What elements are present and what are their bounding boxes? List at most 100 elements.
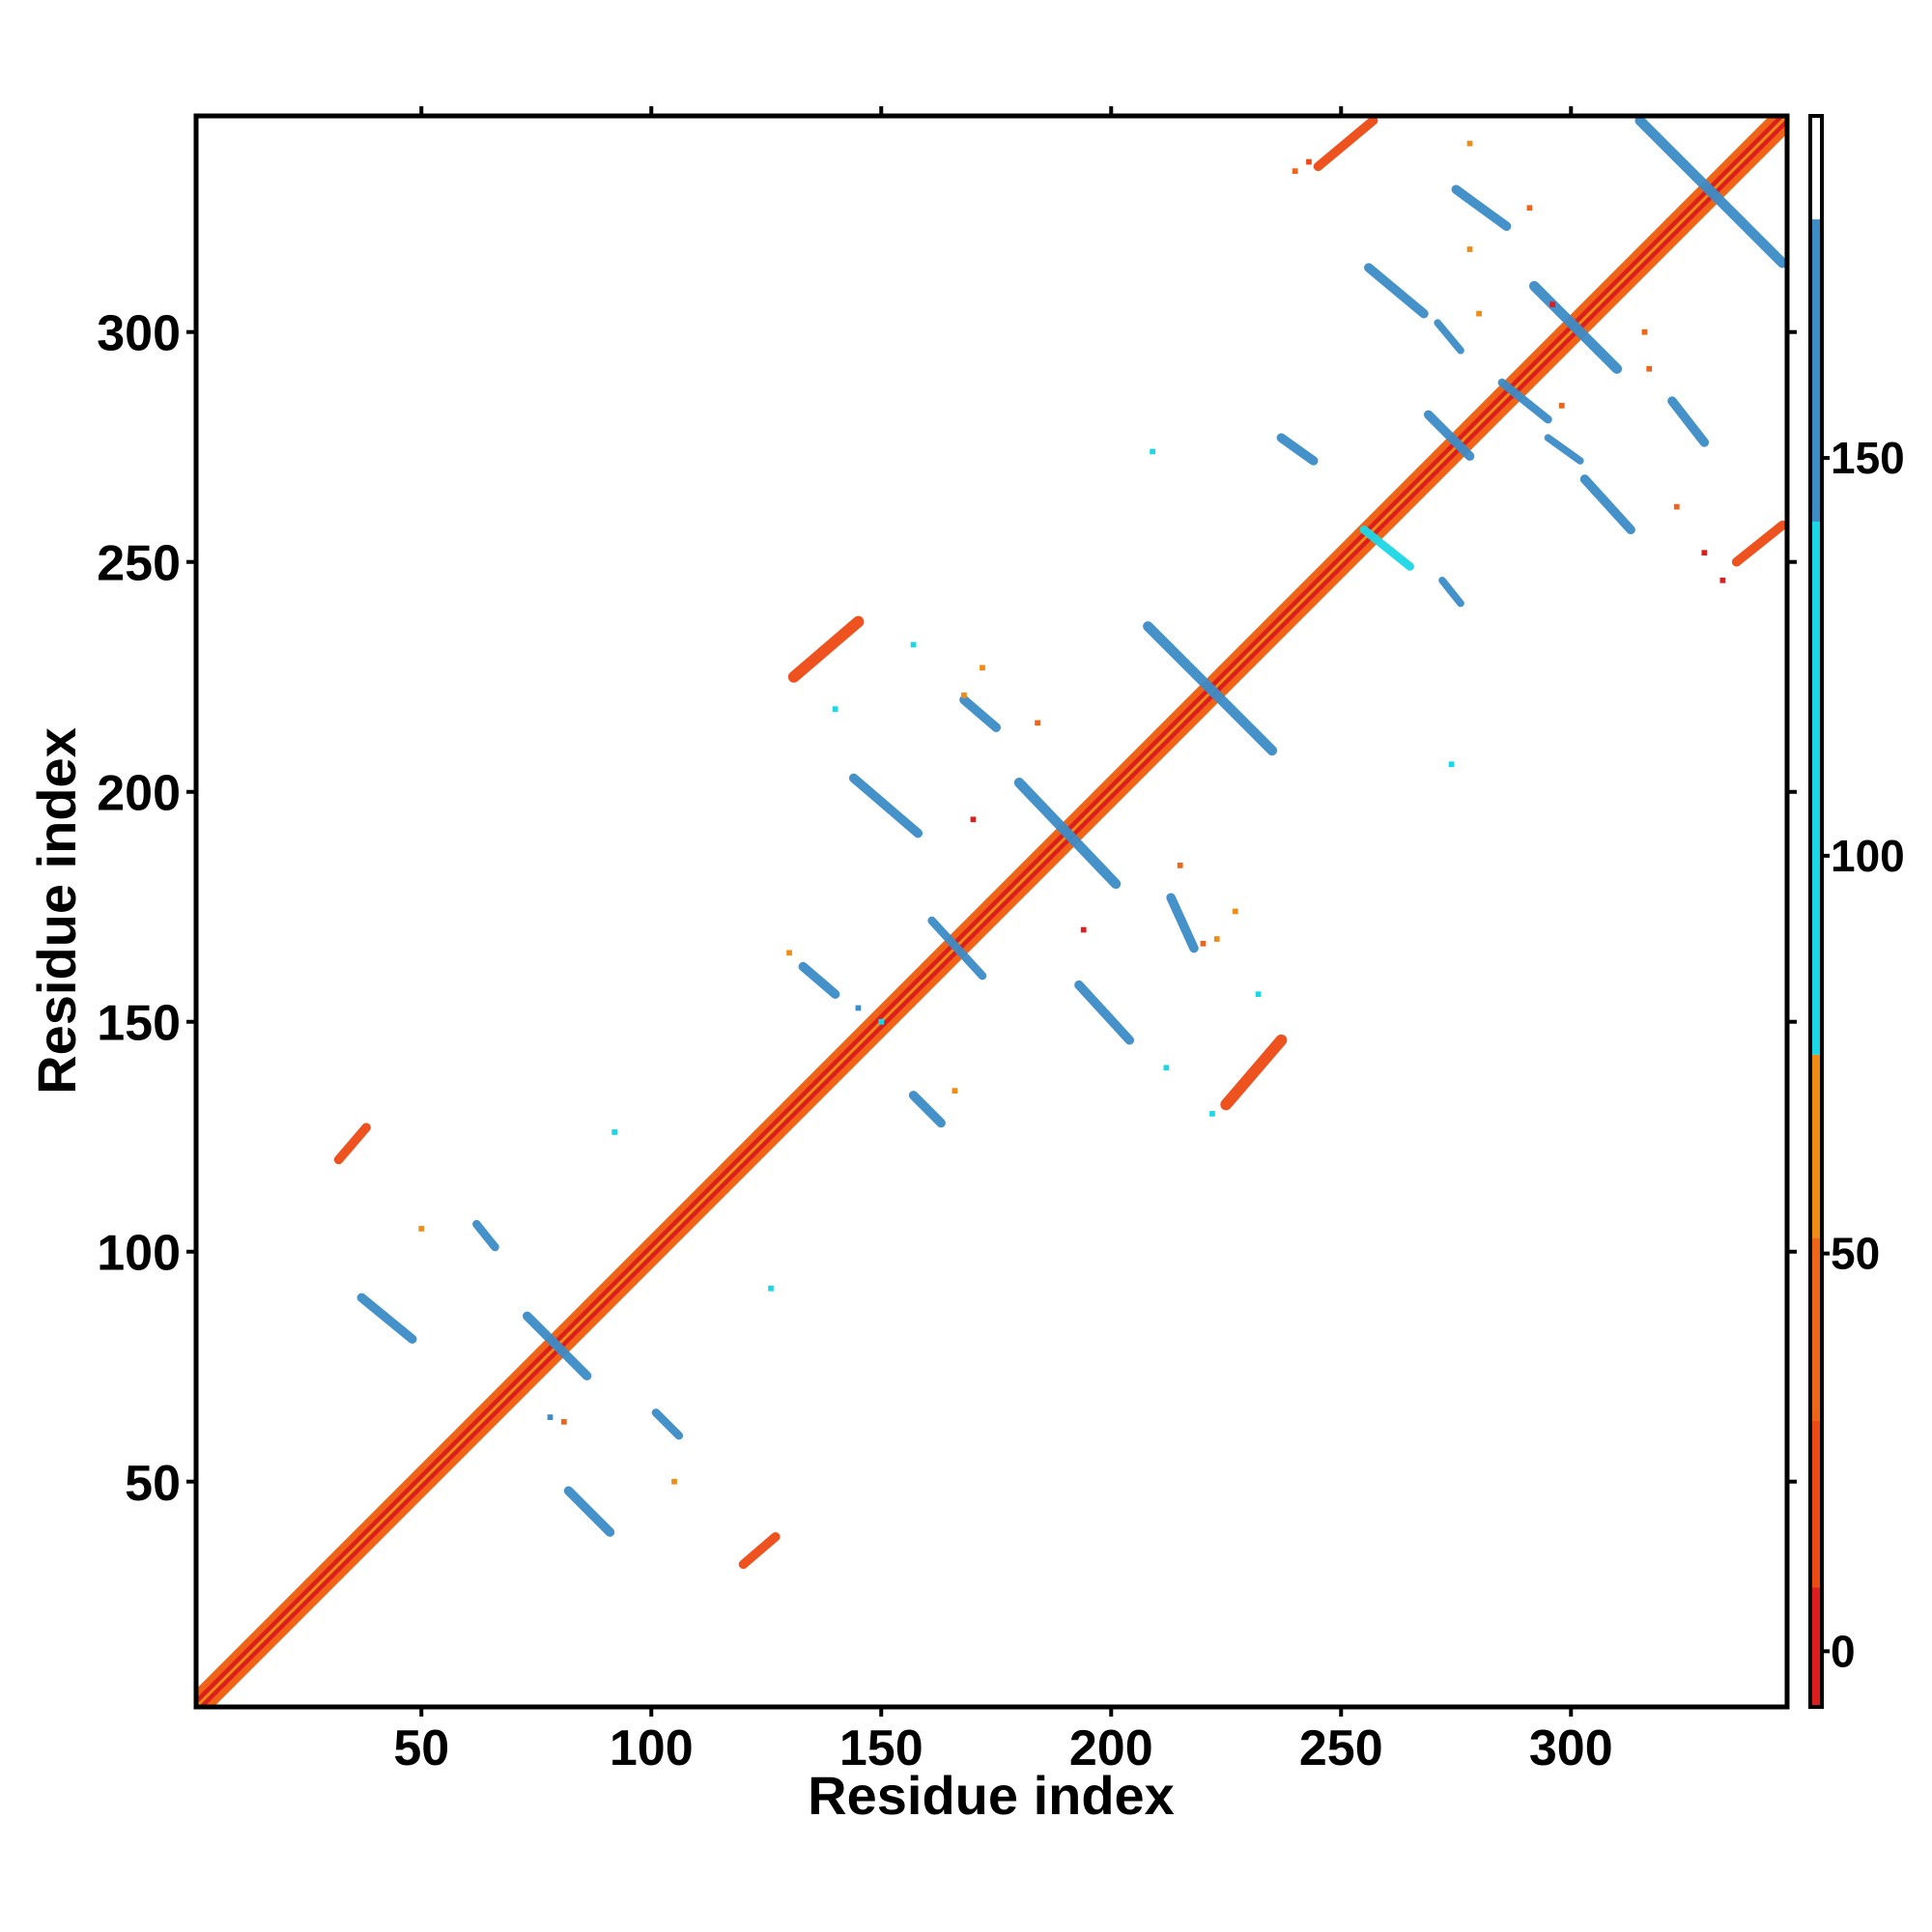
contact-point-25 xyxy=(1719,577,1726,583)
contact-segment-16 xyxy=(1166,893,1199,953)
contact-segment-28 xyxy=(1497,378,1552,424)
contact-segment-26 xyxy=(1528,280,1623,375)
y-axis-label: Residue index xyxy=(26,727,87,1094)
contact-point-7 xyxy=(980,665,985,671)
contact-point-36 xyxy=(855,1005,862,1011)
x-tick-label: 250 xyxy=(1299,1720,1383,1776)
contact-point-27 xyxy=(1526,205,1533,212)
contact-point-19 xyxy=(1466,140,1473,147)
contact-point-2 xyxy=(768,1285,774,1292)
y-tick-label: 100 xyxy=(97,1226,181,1282)
contact-segment-7 xyxy=(356,1293,417,1344)
contact-point-35 xyxy=(1209,1111,1215,1117)
colorbar-tick-label: 100 xyxy=(1831,831,1905,881)
contact-segment-10 xyxy=(522,1311,592,1381)
x-tick-label: 200 xyxy=(1069,1720,1153,1776)
contact-point-34 xyxy=(1163,1065,1170,1071)
contact-point-5 xyxy=(560,1419,567,1425)
contact-point-33 xyxy=(910,641,917,648)
axis-ticks: 50 100 150 200 250 300 50 100 150 200 250 300 xyxy=(97,106,1797,1776)
contact-point-3 xyxy=(671,1478,677,1485)
contact-segment-27 xyxy=(1634,116,1787,269)
colorbar-bin-5 xyxy=(1810,219,1822,522)
contact-segment-29 xyxy=(1359,526,1414,571)
heatmap-marks xyxy=(196,116,1787,1707)
contact-point-1 xyxy=(611,1129,618,1135)
y-tick-label: 150 xyxy=(97,996,181,1052)
contact-point-28 xyxy=(1466,246,1473,252)
contact-point-32 xyxy=(832,706,838,712)
y-tick-label: 50 xyxy=(125,1456,181,1512)
y-tick-label: 300 xyxy=(97,306,181,362)
contact-segment-0 xyxy=(738,1532,781,1570)
x-tick-label: 100 xyxy=(610,1720,694,1776)
contact-segment-1 xyxy=(333,1122,371,1165)
contact-segment-8 xyxy=(472,1219,499,1252)
contact-segment-11 xyxy=(798,961,840,999)
contact-point-13 xyxy=(1213,936,1220,942)
contact-segment-14 xyxy=(1074,980,1135,1045)
colorbar-bin-4 xyxy=(1810,521,1822,1055)
contact-segment-15 xyxy=(959,695,1002,732)
contact-point-10 xyxy=(1177,863,1183,868)
colorbar: 0 50 100 150 xyxy=(1808,114,1905,1709)
colorbar-bin-1 xyxy=(1810,1420,1822,1588)
contact-point-37 xyxy=(952,1088,958,1094)
contact-point-17 xyxy=(1292,168,1298,174)
contact-segment-5 xyxy=(1731,520,1787,567)
contact-segment-6 xyxy=(563,1486,615,1537)
contact-segment-19 xyxy=(1143,621,1278,756)
y-tick-label: 250 xyxy=(97,536,181,592)
contact-segment-30 xyxy=(1434,319,1464,355)
colorbar-tick-label: 0 xyxy=(1831,1626,1856,1676)
colorbar-bin-0 xyxy=(1810,1587,1822,1707)
colorbar-frame xyxy=(1808,114,1824,1709)
contact-point-23 xyxy=(1673,503,1680,510)
contact-point-31 xyxy=(878,1018,885,1025)
contact-segment-25 xyxy=(1667,396,1710,447)
contact-point-24 xyxy=(1701,550,1708,556)
contact-segment-24 xyxy=(1451,185,1512,232)
contact-point-20 xyxy=(1549,301,1556,308)
contact-point-12 xyxy=(1232,908,1238,915)
contact-point-14 xyxy=(1035,720,1040,726)
contact-segment-20 xyxy=(1276,433,1319,466)
contact-segment-12 xyxy=(908,1091,946,1128)
x-axis-label: Residue index xyxy=(808,1765,1175,1826)
x-tick-label: 50 xyxy=(393,1720,449,1776)
contact-segment-22 xyxy=(1364,263,1429,319)
x-tick-label: 300 xyxy=(1529,1720,1613,1776)
contact-segment-4 xyxy=(1313,116,1378,172)
contact-segment-21 xyxy=(1423,410,1475,462)
contact-point-9 xyxy=(1080,926,1087,933)
y-tick-label: 200 xyxy=(97,766,181,822)
contact-segment-3 xyxy=(787,615,865,683)
colorbar-bin-3 xyxy=(1810,1054,1822,1238)
contact-point-8 xyxy=(970,816,977,823)
plot-area-frame xyxy=(193,113,1790,1710)
colorbar-tick-label: 50 xyxy=(1831,1229,1880,1279)
colorbar-bin-2 xyxy=(1810,1237,1822,1421)
contact-point-15 xyxy=(1150,448,1155,455)
contact-point-16 xyxy=(1448,761,1455,768)
contact-point-22 xyxy=(1646,365,1653,372)
contact-point-26 xyxy=(1476,310,1482,317)
contact-point-0 xyxy=(418,1226,425,1232)
contact-segment-18 xyxy=(1013,777,1122,890)
contact-segment-9 xyxy=(651,1408,684,1440)
contact-segment-32 xyxy=(1438,576,1464,608)
contact-segment-23 xyxy=(1579,474,1635,535)
contact-point-11 xyxy=(1200,940,1207,947)
diagonal-band-center xyxy=(196,116,1787,1707)
contact-segment-31 xyxy=(1544,434,1584,465)
colorbar-tick-label: 150 xyxy=(1831,433,1905,483)
colorbar-bin-6 xyxy=(1810,116,1822,220)
contact-segment-17 xyxy=(927,916,987,980)
contact-point-38 xyxy=(1255,991,1262,998)
contact-segment-2 xyxy=(1220,1034,1288,1111)
contact-segment-13 xyxy=(848,773,923,838)
contact-point-6 xyxy=(961,692,967,698)
contact-point-4 xyxy=(547,1414,554,1420)
x-tick-label: 150 xyxy=(839,1720,923,1776)
